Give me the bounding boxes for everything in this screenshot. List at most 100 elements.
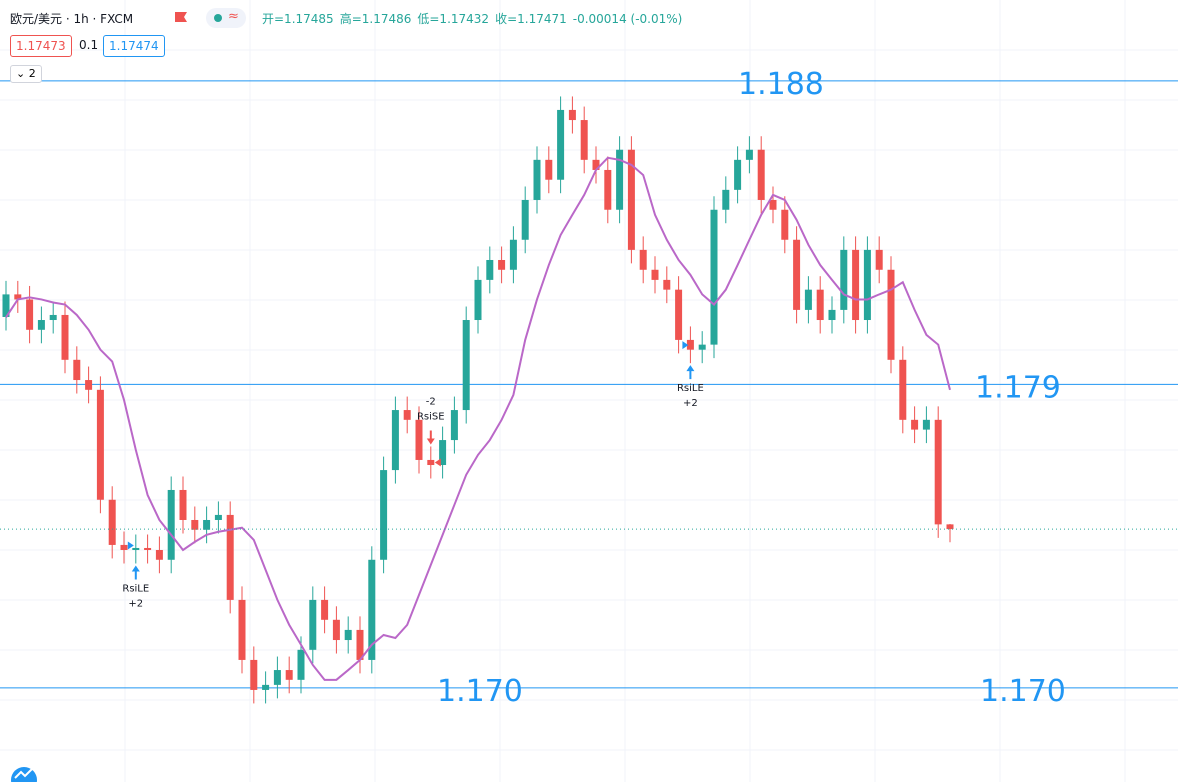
candle-body — [651, 269, 659, 280]
candle-body — [852, 249, 860, 321]
signal-marker — [434, 458, 441, 467]
candle-body — [793, 239, 801, 310]
candle-body — [250, 659, 258, 690]
signal-marker — [127, 541, 134, 550]
candle-body — [710, 209, 718, 345]
candle-body — [474, 279, 482, 321]
candle-body — [96, 389, 104, 500]
candle-body — [486, 259, 494, 280]
candle-body — [155, 549, 163, 560]
horizontal-line-label: 1.179 — [975, 370, 1061, 405]
candle-body — [545, 159, 553, 180]
candle-body — [875, 249, 883, 270]
candle-body — [604, 169, 612, 210]
candle-body — [85, 380, 93, 390]
flag-icon[interactable] — [174, 11, 188, 23]
candle-body — [61, 314, 69, 360]
candle-body — [722, 189, 730, 210]
signal-label: RsiLE — [122, 583, 149, 594]
spread: 0.1 — [79, 38, 99, 52]
candle-body — [828, 309, 836, 321]
signal-label: -2 — [426, 396, 436, 407]
candle-body — [627, 149, 635, 250]
ohlc-value: 低=1.17432 — [417, 12, 490, 26]
ohlc-legend: 开=1.17485 高=1.17486 低=1.17432 收=1.17471 -0.0… — [262, 10, 688, 27]
candle-body — [203, 519, 211, 530]
signal-marker — [682, 341, 689, 350]
candle-body — [663, 279, 671, 290]
candle-body — [639, 249, 647, 270]
candle-body — [368, 559, 376, 660]
indicator-toggle[interactable]: ⌄ 2 — [10, 65, 42, 83]
candle-body — [922, 419, 930, 430]
candle-body — [934, 419, 942, 525]
candle-body — [403, 410, 411, 420]
signal-arrow — [131, 565, 140, 580]
horizontal-line-label: 1.170 — [437, 674, 523, 709]
candle-body — [698, 344, 706, 350]
horizontal-line-label: 1.170 — [980, 674, 1066, 709]
candle-body — [899, 359, 907, 420]
candle-body — [781, 209, 789, 240]
candle-body — [580, 120, 588, 160]
ohlc-value: 高=1.17486 — [339, 12, 412, 26]
indicator-count: 2 — [28, 67, 36, 80]
candle-body — [734, 159, 742, 190]
candle-body — [391, 410, 399, 471]
signal-label: RsiSE — [417, 411, 445, 422]
candle-body — [297, 649, 305, 680]
candle-body — [167, 489, 175, 560]
moving-average — [5, 156, 951, 681]
candle-body — [226, 514, 234, 600]
candle-body — [757, 149, 765, 200]
candle-body — [675, 289, 683, 340]
candle-body — [804, 289, 812, 310]
candle-body — [214, 514, 222, 520]
candle-body — [946, 524, 954, 530]
candle-body — [439, 440, 447, 466]
candle-body — [816, 289, 824, 321]
candle-body — [14, 294, 22, 300]
status-pill[interactable]: ≈ — [206, 8, 246, 28]
candle-body — [238, 599, 246, 660]
ohlc-value: 开=1.17485 — [262, 12, 334, 26]
candle-body — [911, 419, 919, 430]
candle-body — [108, 499, 116, 545]
candle-body — [191, 519, 199, 530]
candle-body — [863, 249, 871, 321]
candle-body — [262, 684, 270, 690]
candle-body — [49, 314, 57, 321]
candle-body — [840, 249, 848, 310]
candle-body — [309, 599, 317, 650]
candle-body — [415, 419, 423, 460]
candle-body — [332, 619, 340, 641]
sell-button[interactable]: 1.17473 — [10, 35, 72, 57]
signal-arrow — [426, 430, 435, 445]
candle-body — [769, 199, 777, 210]
candle-body — [120, 544, 128, 550]
candle-body — [427, 459, 435, 466]
logo[interactable] — [10, 762, 38, 782]
candle-body — [533, 159, 541, 200]
candle-body — [344, 629, 352, 641]
candle-body — [498, 259, 506, 270]
ohlc-value: 收=1.17471 — [495, 12, 567, 26]
candle-body — [592, 159, 600, 170]
candle-body — [37, 320, 45, 330]
candle-body — [356, 629, 364, 660]
candle-body — [179, 489, 187, 520]
candle-body — [462, 320, 470, 411]
horizontal-line-label: 1.188 — [738, 67, 824, 102]
candle-body — [521, 199, 529, 240]
buy-button[interactable]: 1.17474 — [103, 35, 165, 57]
candle-body — [686, 339, 694, 350]
symbol[interactable]: 欧元/美元 · 1h · FXCM — [10, 12, 134, 26]
candle-body — [26, 299, 34, 330]
candle-body — [745, 149, 753, 160]
candle-body — [132, 547, 140, 550]
candle-body — [450, 410, 458, 441]
candle-body — [568, 109, 576, 121]
signal-label: +2 — [128, 598, 143, 609]
